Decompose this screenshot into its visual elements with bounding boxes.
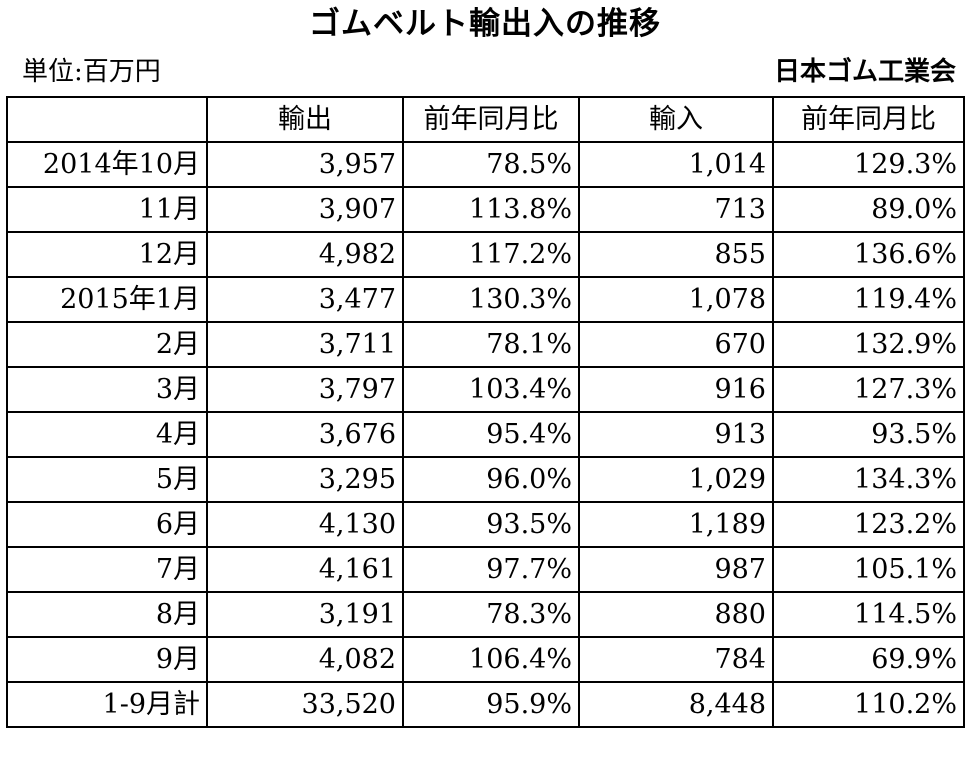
import-cell: 8,448 [578, 681, 774, 728]
period-cell: 8月 [6, 591, 208, 638]
header-cell-period [6, 96, 208, 143]
import-cell: 855 [578, 231, 774, 278]
export-cell: 4,161 [206, 546, 404, 593]
table-row: 9月 4,082 106.4% 784 69.9% [6, 636, 965, 683]
import-cell: 1,078 [578, 276, 774, 323]
period-cell: 9月 [6, 636, 208, 683]
header-cell-import-yoy: 前年同月比 [772, 96, 965, 143]
period-cell: 2014年10月 [6, 141, 208, 188]
import-cell: 916 [578, 366, 774, 413]
export-yoy-cell: 96.0% [402, 456, 580, 503]
export-yoy-cell: 130.3% [402, 276, 580, 323]
import-yoy-cell: 114.5% [772, 591, 965, 638]
header-row: 輸出 前年同月比 輸入 前年同月比 [6, 96, 965, 143]
export-cell: 3,295 [206, 456, 404, 503]
period-cell: 6月 [6, 501, 208, 548]
export-yoy-cell: 78.1% [402, 321, 580, 368]
export-cell: 3,797 [206, 366, 404, 413]
import-yoy-cell: 127.3% [772, 366, 965, 413]
import-yoy-cell: 119.4% [772, 276, 965, 323]
import-yoy-cell: 69.9% [772, 636, 965, 683]
export-cell: 4,982 [206, 231, 404, 278]
period-cell: 3月 [6, 366, 208, 413]
export-yoy-cell: 95.9% [402, 681, 580, 728]
export-cell: 33,520 [206, 681, 404, 728]
export-yoy-cell: 78.3% [402, 591, 580, 638]
table-row: 2月 3,711 78.1% 670 132.9% [6, 321, 965, 368]
period-cell: 2月 [6, 321, 208, 368]
table-row: 8月 3,191 78.3% 880 114.5% [6, 591, 965, 638]
import-yoy-cell: 132.9% [772, 321, 965, 368]
table-row: 2014年10月 3,957 78.5% 1,014 129.3% [6, 141, 965, 188]
table-row: 12月 4,982 117.2% 855 136.6% [6, 231, 965, 278]
table-row: 4月 3,676 95.4% 913 93.5% [6, 411, 965, 458]
import-cell: 784 [578, 636, 774, 683]
export-yoy-cell: 95.4% [402, 411, 580, 458]
period-cell: 11月 [6, 186, 208, 233]
period-cell: 12月 [6, 231, 208, 278]
export-cell: 3,907 [206, 186, 404, 233]
table-row: 11月 3,907 113.8% 713 89.0% [6, 186, 965, 233]
import-yoy-cell: 134.3% [772, 456, 965, 503]
export-yoy-cell: 103.4% [402, 366, 580, 413]
period-cell: 5月 [6, 456, 208, 503]
export-cell: 4,082 [206, 636, 404, 683]
table-row: 2015年1月 3,477 130.3% 1,078 119.4% [6, 276, 965, 323]
export-yoy-cell: 113.8% [402, 186, 580, 233]
export-yoy-cell: 93.5% [402, 501, 580, 548]
import-yoy-cell: 136.6% [772, 231, 965, 278]
import-yoy-cell: 110.2% [772, 681, 965, 728]
export-yoy-cell: 78.5% [402, 141, 580, 188]
header-cell-export: 輸出 [206, 96, 404, 143]
header-cell-import: 輸入 [578, 96, 774, 143]
page-title: ゴムベルト輸出入の推移 [309, 6, 661, 42]
table-body: 2014年10月 3,957 78.5% 1,014 129.3% 11月 3,907 113… [6, 141, 965, 728]
import-cell: 1,029 [578, 456, 774, 503]
table-row: 1-9月計 33,520 95.9% 8,448 110.2% [6, 681, 965, 728]
export-cell: 3,711 [206, 321, 404, 368]
table-row: 3月 3,797 103.4% 916 127.3% [6, 366, 965, 413]
period-cell: 1-9月計 [6, 681, 208, 728]
import-cell: 670 [578, 321, 774, 368]
import-cell: 1,189 [578, 501, 774, 548]
import-cell: 713 [578, 186, 774, 233]
export-cell: 3,191 [206, 591, 404, 638]
trade-table: 輸出 前年同月比 輸入 前年同月比 2014年10月 3,957 78.5% 1,01… [6, 96, 965, 728]
import-yoy-cell: 105.1% [772, 546, 965, 593]
import-yoy-cell: 93.5% [772, 411, 965, 458]
import-yoy-cell: 89.0% [772, 186, 965, 233]
import-yoy-cell: 123.2% [772, 501, 965, 548]
import-cell: 880 [578, 591, 774, 638]
source-label: 日本ゴム工業会 [773, 57, 956, 87]
export-cell: 4,130 [206, 501, 404, 548]
table-row: 6月 4,130 93.5% 1,189 123.2% [6, 501, 965, 548]
export-yoy-cell: 117.2% [402, 231, 580, 278]
export-cell: 3,676 [206, 411, 404, 458]
export-yoy-cell: 97.7% [402, 546, 580, 593]
period-cell: 7月 [6, 546, 208, 593]
import-cell: 913 [578, 411, 774, 458]
header-cell-export-yoy: 前年同月比 [402, 96, 580, 143]
table-row: 5月 3,295 96.0% 1,029 134.3% [6, 456, 965, 503]
export-yoy-cell: 106.4% [402, 636, 580, 683]
import-cell: 987 [578, 546, 774, 593]
table-row: 7月 4,161 97.7% 987 105.1% [6, 546, 965, 593]
import-yoy-cell: 129.3% [772, 141, 965, 188]
import-cell: 1,014 [578, 141, 774, 188]
export-cell: 3,477 [206, 276, 404, 323]
export-cell: 3,957 [206, 141, 404, 188]
period-cell: 2015年1月 [6, 276, 208, 323]
period-cell: 4月 [6, 411, 208, 458]
unit-label: 単位:百万円 [22, 57, 161, 87]
